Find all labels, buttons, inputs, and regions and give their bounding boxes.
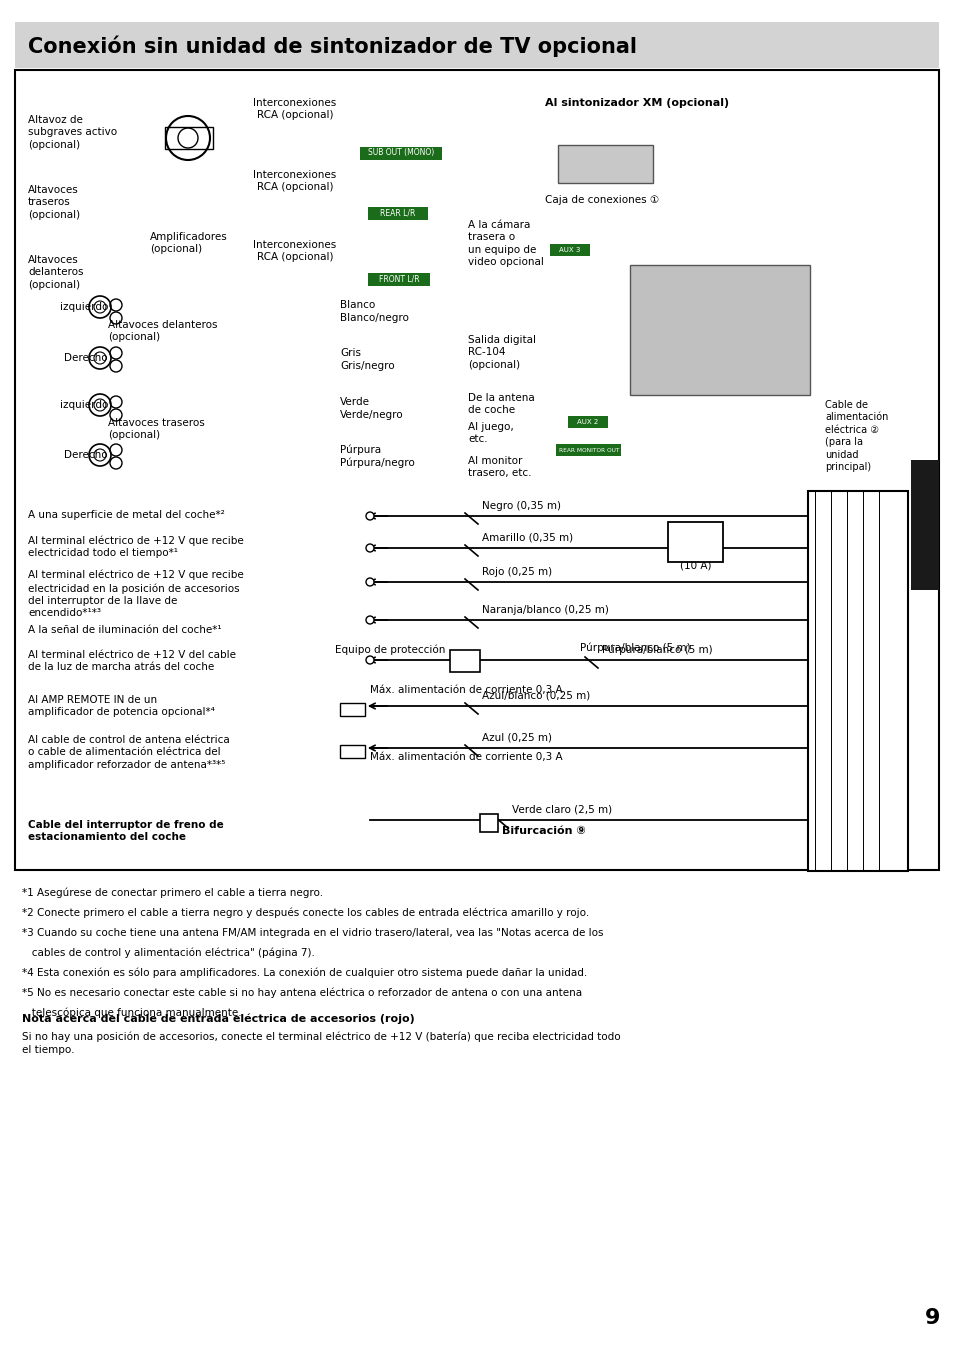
Text: Azul (0,25 m): Azul (0,25 m) xyxy=(481,733,552,743)
Text: AUX 3: AUX 3 xyxy=(558,247,580,253)
Text: Fusible
(10 A): Fusible (10 A) xyxy=(677,549,714,570)
Text: Máx. alimentación de corriente 0,3 A: Máx. alimentación de corriente 0,3 A xyxy=(370,685,562,696)
Text: Al AMP REMOTE IN de un
amplificador de potencia opcional*⁴: Al AMP REMOTE IN de un amplificador de p… xyxy=(28,696,214,717)
Bar xyxy=(15,22,938,67)
Text: Azul/blanco (0,25 m): Azul/blanco (0,25 m) xyxy=(481,692,590,701)
Text: Altavoz de
subgraves activo
(opcional): Altavoz de subgraves activo (opcional) xyxy=(28,115,117,150)
Bar xyxy=(15,70,938,869)
Circle shape xyxy=(366,578,374,586)
Text: izquierdo: izquierdo xyxy=(59,400,108,410)
Text: *1 Asegúrese de conectar primero el cable a tierra negro.: *1 Asegúrese de conectar primero el cabl… xyxy=(22,888,323,899)
Bar xyxy=(165,127,213,150)
Text: REAR MONITOR OUT: REAR MONITOR OUT xyxy=(558,448,618,453)
Text: (opcional): (opcional) xyxy=(108,430,160,439)
Text: Gris: Gris xyxy=(339,348,360,359)
Text: *2 Conecte primero el cable a tierra negro y después conecte los cables de entra: *2 Conecte primero el cable a tierra neg… xyxy=(22,909,589,918)
Text: Bifurcación ⑨: Bifurcación ⑨ xyxy=(501,826,585,836)
Text: *5 No es necesario conectar este cable si no hay antena eléctrica o reforzador d: *5 No es necesario conectar este cable s… xyxy=(22,988,581,999)
Text: Salida digital
RC-104
(opcional): Salida digital RC-104 (opcional) xyxy=(468,336,536,369)
Text: A una superficie de metal del coche*²: A una superficie de metal del coche*² xyxy=(28,510,225,520)
Text: Caja de conexiones ①: Caja de conexiones ① xyxy=(544,195,659,205)
Text: Púrpura/blanco (5 m): Púrpura/blanco (5 m) xyxy=(579,643,690,652)
Text: Cable de
alimentación
eléctrica ②
(para la
unidad
principal): Cable de alimentación eléctrica ② (para … xyxy=(824,400,887,472)
Text: telescópica que funciona manualmente.: telescópica que funciona manualmente. xyxy=(22,1008,241,1019)
Text: Al monitor
trasero, etc.: Al monitor trasero, etc. xyxy=(468,456,531,479)
Text: 9: 9 xyxy=(923,1308,939,1328)
Bar xyxy=(450,650,479,673)
Text: FRONT L/R: FRONT L/R xyxy=(378,275,419,283)
Text: Nota acerca del cable de entrada eléctrica de accesorios (rojo): Nota acerca del cable de entrada eléctri… xyxy=(22,1012,415,1023)
Text: Amplificadores
(opcional): Amplificadores (opcional) xyxy=(150,232,228,255)
Bar xyxy=(368,208,428,220)
Bar xyxy=(339,704,365,716)
Text: Naranja/blanco (0,25 m): Naranja/blanco (0,25 m) xyxy=(481,605,608,615)
Text: cables de control y alimentación eléctrica" (página 7).: cables de control y alimentación eléctri… xyxy=(22,948,314,958)
Text: Altavoces
delanteros
(opcional): Altavoces delanteros (opcional) xyxy=(28,255,84,290)
Text: *4 Esta conexión es sólo para amplificadores. La conexión de cualquier otro sist: *4 Esta conexión es sólo para amplificad… xyxy=(22,968,587,979)
Bar xyxy=(567,417,607,429)
Text: Interconexiones
RCA (opcional): Interconexiones RCA (opcional) xyxy=(253,98,336,120)
Text: AUX 2: AUX 2 xyxy=(577,419,598,425)
Circle shape xyxy=(366,616,374,624)
Circle shape xyxy=(366,656,374,665)
Bar xyxy=(479,814,497,832)
Bar xyxy=(629,266,809,395)
Text: Altavoces traseros: Altavoces traseros xyxy=(108,418,205,429)
Text: Al cable de control de antena eléctrica
o cable de alimentación eléctrica del
am: Al cable de control de antena eléctrica … xyxy=(28,735,230,770)
Bar xyxy=(556,443,620,456)
Text: A la señal de iluminación del coche*¹: A la señal de iluminación del coche*¹ xyxy=(28,625,221,635)
Bar xyxy=(339,745,365,758)
Text: (opcional): (opcional) xyxy=(108,332,160,342)
Bar xyxy=(667,522,722,562)
Text: Verde claro (2,5 m): Verde claro (2,5 m) xyxy=(512,805,612,816)
Text: Negro (0,35 m): Negro (0,35 m) xyxy=(481,501,560,511)
Text: Interconexiones
RCA (opcional): Interconexiones RCA (opcional) xyxy=(253,240,336,263)
Circle shape xyxy=(366,545,374,551)
Text: Púrpura/negro: Púrpura/negro xyxy=(339,458,415,468)
Text: *3 Cuando su coche tiene una antena FM/AM integrada en el vidrio trasero/lateral: *3 Cuando su coche tiene una antena FM/A… xyxy=(22,927,603,938)
Text: Al juego,
etc.: Al juego, etc. xyxy=(468,422,514,445)
Text: Al sintonizador XM (opcional): Al sintonizador XM (opcional) xyxy=(544,98,728,108)
Text: Púrpura/blanco (5 m): Púrpura/blanco (5 m) xyxy=(601,644,712,655)
Text: Al terminal eléctrico de +12 V que recibe
electricidad todo el tiempo*¹: Al terminal eléctrico de +12 V que recib… xyxy=(28,535,244,558)
Text: Blanco/negro: Blanco/negro xyxy=(339,313,409,324)
Text: Equipo de protección: Equipo de protección xyxy=(335,644,444,655)
Text: Derecho: Derecho xyxy=(64,353,108,363)
Text: Rojo (0,25 m): Rojo (0,25 m) xyxy=(481,568,552,577)
Text: Altavoces
traseros
(opcional): Altavoces traseros (opcional) xyxy=(28,185,80,220)
Bar xyxy=(558,146,652,183)
Text: Blanco: Blanco xyxy=(339,301,375,310)
Text: Interconexiones
RCA (opcional): Interconexiones RCA (opcional) xyxy=(253,170,336,193)
Text: Al terminal eléctrico de +12 V del cable
de la luz de marcha atrás del coche: Al terminal eléctrico de +12 V del cable… xyxy=(28,650,235,673)
Text: Conexión sin unidad de sintonizador de TV opcional: Conexión sin unidad de sintonizador de T… xyxy=(28,35,637,57)
Bar xyxy=(359,147,441,160)
Text: A la cámara
trasera o
un equipo de
video opcional: A la cámara trasera o un equipo de video… xyxy=(468,220,543,267)
Text: Si no hay una posición de accesorios, conecte el terminal eléctrico de +12 V (ba: Si no hay una posición de accesorios, co… xyxy=(22,1031,620,1054)
Text: Verde/negro: Verde/negro xyxy=(339,410,403,421)
Bar xyxy=(0,0,953,30)
Bar xyxy=(550,244,589,256)
Text: De la antena
de coche: De la antena de coche xyxy=(468,394,535,415)
Text: REAR L/R: REAR L/R xyxy=(380,209,416,217)
Bar xyxy=(910,460,938,590)
Text: Cable del interruptor de freno de
estacionamiento del coche: Cable del interruptor de freno de estaci… xyxy=(28,820,224,842)
Text: Derecho: Derecho xyxy=(64,450,108,460)
Text: Verde: Verde xyxy=(339,398,370,407)
Bar xyxy=(368,274,430,286)
Text: Púrpura: Púrpura xyxy=(339,445,381,456)
Text: izquierdo: izquierdo xyxy=(59,302,108,311)
Text: SUB OUT (MONO): SUB OUT (MONO) xyxy=(368,148,434,158)
Text: Altavoces delanteros: Altavoces delanteros xyxy=(108,319,217,330)
Text: Al terminal eléctrico de +12 V que recibe
electricidad en la posición de accesor: Al terminal eléctrico de +12 V que recib… xyxy=(28,570,244,619)
Bar xyxy=(807,491,907,871)
Circle shape xyxy=(366,512,374,520)
Text: Gris/negro: Gris/negro xyxy=(339,361,395,371)
Text: Máx. alimentación de corriente 0,3 A: Máx. alimentación de corriente 0,3 A xyxy=(370,752,562,762)
Text: Amarillo (0,35 m): Amarillo (0,35 m) xyxy=(481,532,573,543)
